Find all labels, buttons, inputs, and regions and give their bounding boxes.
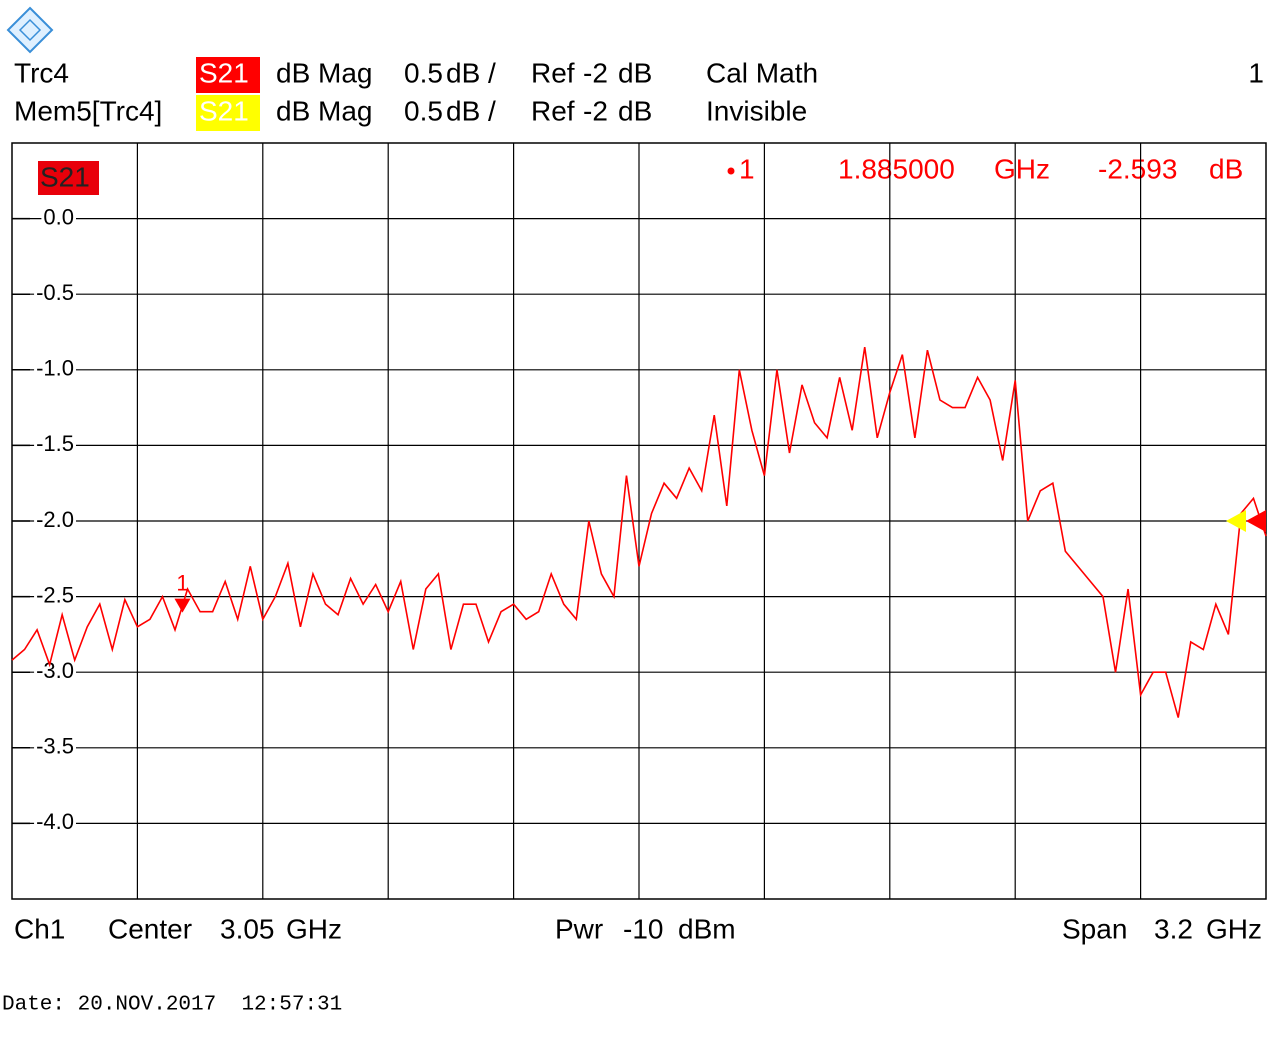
tick-label-bg xyxy=(34,431,76,457)
trace-info: Cal Math xyxy=(706,57,818,88)
tick-label-bg xyxy=(34,355,76,381)
channel-number: 1 xyxy=(1248,57,1264,88)
power: -10 xyxy=(623,913,663,944)
param-box xyxy=(38,161,99,195)
y-tick-label: -2.0 xyxy=(36,507,74,532)
trace-ref-label: Ref xyxy=(531,57,575,88)
power-label: Pwr xyxy=(555,913,603,944)
span-unit: GHz xyxy=(1206,913,1262,944)
channel: Ch1 xyxy=(14,913,65,944)
marker xyxy=(174,598,191,613)
trace-format: dB Mag xyxy=(276,57,373,88)
trace-ref-label: Ref xyxy=(531,95,575,126)
trace-ref-unit: dB xyxy=(618,95,652,126)
marker-name: 1 xyxy=(739,153,755,184)
tick-label-bg xyxy=(41,204,76,230)
marker-value: -2.593 xyxy=(1098,153,1177,184)
tick-label-bg xyxy=(34,280,76,306)
tick-label-bg xyxy=(34,809,76,835)
plot-param: S21 xyxy=(40,161,90,192)
y-tick-label: -2.5 xyxy=(36,582,74,607)
y-tick-label: -4.0 xyxy=(36,809,74,834)
trace-scale-unit: dB / xyxy=(446,57,496,88)
trace-scale-unit: dB / xyxy=(446,95,496,126)
tick-label-bg xyxy=(34,658,76,684)
marker-unit: dB xyxy=(1209,153,1243,184)
center-unit: GHz xyxy=(286,913,342,944)
y-tick-label: -3.5 xyxy=(36,734,74,759)
marker-x-unit: GHz xyxy=(994,153,1050,184)
power-unit: dBm xyxy=(678,913,736,944)
span: 3.2 xyxy=(1154,913,1193,944)
trace-param: S21 xyxy=(199,95,249,126)
trace-format: dB Mag xyxy=(276,95,373,126)
param-box xyxy=(196,57,260,93)
trace-line xyxy=(11,347,1267,718)
center-label: Center xyxy=(108,913,192,944)
marker-bullet xyxy=(727,167,735,175)
y-tick-label: -3.0 xyxy=(36,658,74,683)
trace-info: Invisible xyxy=(706,95,807,126)
ref-arrow xyxy=(1226,510,1246,532)
marker-x: 1.885000 xyxy=(838,153,955,184)
param-box xyxy=(196,95,260,131)
trace-param: S21 xyxy=(199,57,249,88)
trace-ref: -2 xyxy=(583,95,608,126)
date: Date: 20.NOV.2017 12:57:31 xyxy=(2,994,342,1017)
trace-scale: 0.5 xyxy=(404,57,443,88)
marker-label: 1 xyxy=(176,570,188,595)
trace-ref: -2 xyxy=(583,57,608,88)
trace-name: Trc4 xyxy=(14,57,69,88)
tick-label-bg xyxy=(34,733,76,759)
trace-ref-unit: dB xyxy=(618,57,652,88)
trace-name: Mem5[Trc4] xyxy=(14,95,162,126)
ref-arrow xyxy=(1246,510,1266,532)
y-tick-label: -0.5 xyxy=(36,280,74,305)
tick-label-bg xyxy=(34,582,76,608)
y-tick-label: 0.0 xyxy=(43,204,74,229)
y-tick-label: -1.5 xyxy=(36,431,74,456)
y-tick-label: -1.0 xyxy=(36,356,74,381)
tick-label-bg xyxy=(34,506,76,532)
trace-scale: 0.5 xyxy=(404,95,443,126)
span-label: Span xyxy=(1062,913,1127,944)
logo xyxy=(6,6,54,54)
center: 3.05 xyxy=(220,913,275,944)
